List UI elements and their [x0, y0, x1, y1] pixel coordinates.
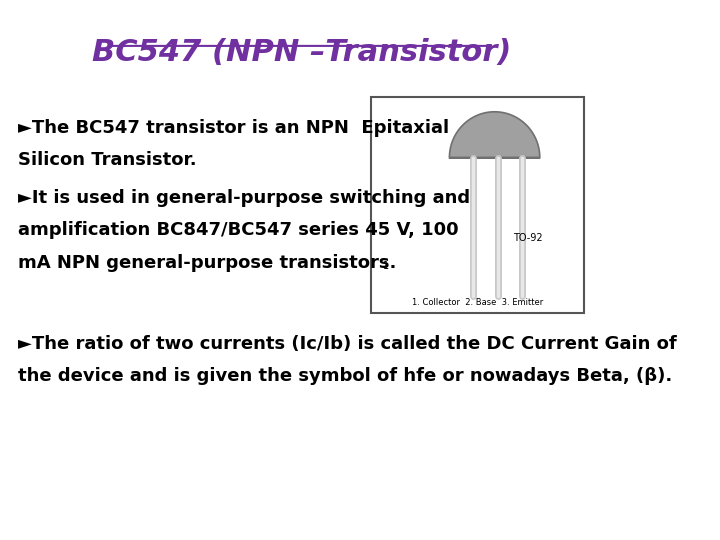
Text: TO-92: TO-92 [513, 233, 543, 242]
Text: 1: 1 [383, 261, 390, 271]
Text: 1. Collector  2. Base  3. Emitter: 1. Collector 2. Base 3. Emitter [412, 298, 543, 307]
Text: Silicon Transistor.: Silicon Transistor. [18, 151, 197, 169]
Text: the device and is given the symbol of hfe or nowadays Beta, (β).: the device and is given the symbol of hf… [18, 367, 672, 385]
Text: BC547 (NPN –Transistor): BC547 (NPN –Transistor) [91, 38, 511, 67]
Text: ►The ratio of two currents (Ic/Ib) is called the DC Current Gain of: ►The ratio of two currents (Ic/Ib) is ca… [18, 335, 677, 353]
Polygon shape [449, 112, 540, 158]
Text: ►It is used in general-purpose switching and: ►It is used in general-purpose switching… [18, 189, 470, 207]
Text: amplification BC847/BC547 series 45 V, 100: amplification BC847/BC547 series 45 V, 1… [18, 221, 459, 239]
Text: mA NPN general-purpose transistors.: mA NPN general-purpose transistors. [18, 254, 397, 272]
FancyBboxPatch shape [371, 97, 585, 313]
Text: ►The BC547 transistor is an NPN  Epitaxial: ►The BC547 transistor is an NPN Epitaxia… [18, 119, 449, 137]
